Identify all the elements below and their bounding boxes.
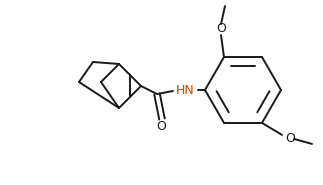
Text: O: O [156, 120, 166, 134]
Text: HN: HN [176, 83, 194, 97]
Text: O: O [285, 132, 295, 145]
Text: O: O [216, 22, 226, 35]
